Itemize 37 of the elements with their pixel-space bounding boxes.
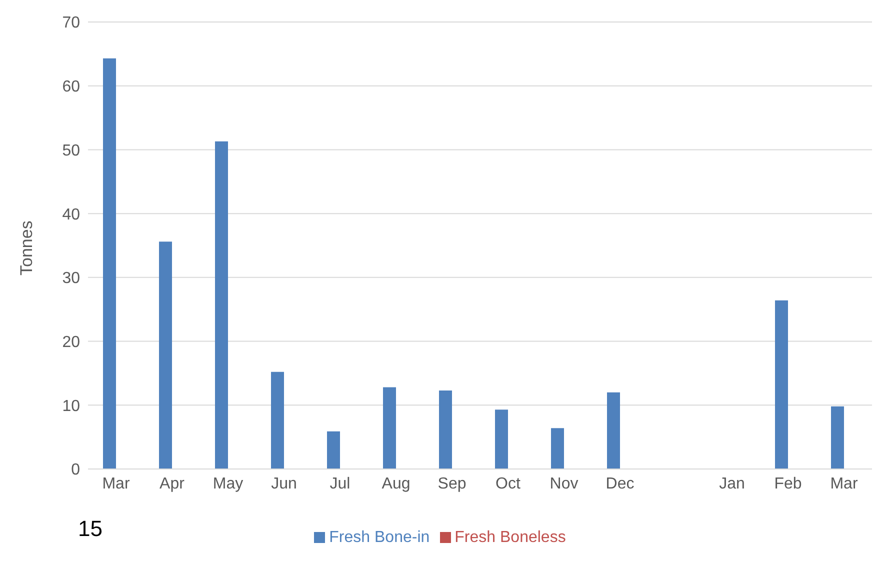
y-tick-label: 50 — [62, 142, 80, 160]
bar — [831, 406, 844, 469]
x-tick-label: Mar — [102, 475, 130, 492]
bar — [383, 387, 396, 469]
x-tick-label: May — [212, 475, 244, 492]
y-tick-label: 70 — [62, 14, 80, 32]
x-tick-label: Mar — [830, 475, 858, 492]
bar — [607, 392, 620, 469]
bar — [159, 242, 172, 469]
x-tick-label: Jun — [271, 475, 297, 492]
x-tick-label: Sep — [438, 475, 466, 492]
y-tick-label: 0 — [71, 462, 80, 479]
y-tick-label: 10 — [62, 398, 80, 415]
bar — [495, 410, 508, 469]
bar — [327, 431, 340, 469]
bar — [103, 58, 116, 469]
x-tick-label: Apr — [160, 475, 186, 492]
x-tick-label: Nov — [550, 475, 578, 492]
legend-label: Fresh Bone-in — [329, 529, 430, 546]
bar — [775, 300, 788, 469]
bar — [439, 390, 452, 469]
y-tick-label: 40 — [62, 206, 80, 224]
x-tick-label: Dec — [606, 475, 634, 492]
bar — [551, 428, 564, 469]
x-tick-label: Feb — [774, 475, 802, 492]
y-axis-title: Tonnes — [17, 220, 36, 276]
bar — [215, 141, 228, 469]
x-tick-label: Aug — [382, 475, 410, 492]
x-tick-label: Jan — [719, 475, 745, 492]
legend-label: Fresh Boneless — [454, 529, 566, 546]
y-tick-label: 60 — [62, 78, 80, 96]
y-tick-label: 20 — [62, 334, 80, 351]
x-tick-label: Jul — [330, 475, 350, 492]
x-tick-label: Oct — [496, 475, 521, 492]
y-tick-label: 30 — [62, 270, 80, 288]
bar — [271, 372, 284, 469]
text: 15 — [78, 516, 102, 542]
